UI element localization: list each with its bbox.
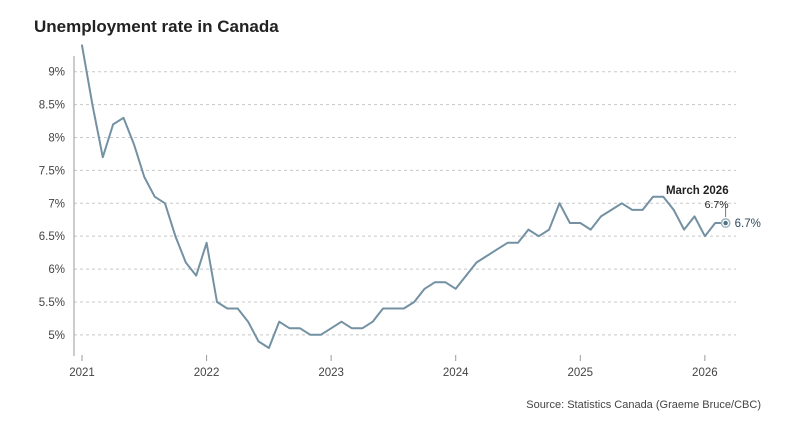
- x-tick-label: 2026: [692, 367, 718, 379]
- end-value-label: 6.7%: [735, 218, 761, 230]
- axes: 5% 5.5% 6% 6.5% 7% 7.5% 8% 8.5% 9% 2021 2022 2023 20…: [39, 56, 718, 379]
- annotation-value: 6.7%: [705, 199, 729, 211]
- y-tick-label: 5.5%: [39, 297, 65, 309]
- annotation-title: March 2026: [666, 185, 729, 197]
- x-tick-label: 2024: [443, 367, 469, 379]
- y-tick-label: 7%: [48, 198, 65, 210]
- x-tick-label: 2021: [69, 367, 95, 379]
- series-layer: [81, 44, 727, 349]
- series-line: [81, 44, 727, 349]
- y-tick-label: 5%: [48, 330, 65, 342]
- x-tick-label: 2022: [194, 367, 220, 379]
- chart-title: Unemployment rate in Canada: [34, 17, 279, 36]
- x-tick-label: 2025: [567, 367, 593, 379]
- y-tick-label: 6%: [48, 264, 65, 276]
- annotation-layer: March 2026 6.7% 6.7%: [666, 185, 761, 230]
- y-tick-label: 8%: [48, 133, 65, 145]
- chart-source: Source: Statistics Canada (Graeme Bruce/…: [526, 399, 761, 411]
- y-tick-label: 8.5%: [39, 100, 65, 112]
- y-tick-label: 9%: [48, 67, 65, 79]
- x-tick-label: 2023: [318, 367, 344, 379]
- y-tick-label: 7.5%: [39, 165, 65, 177]
- gridlines: [74, 71, 736, 336]
- y-tick-label: 6.5%: [39, 231, 65, 243]
- end-point-marker: [723, 220, 728, 226]
